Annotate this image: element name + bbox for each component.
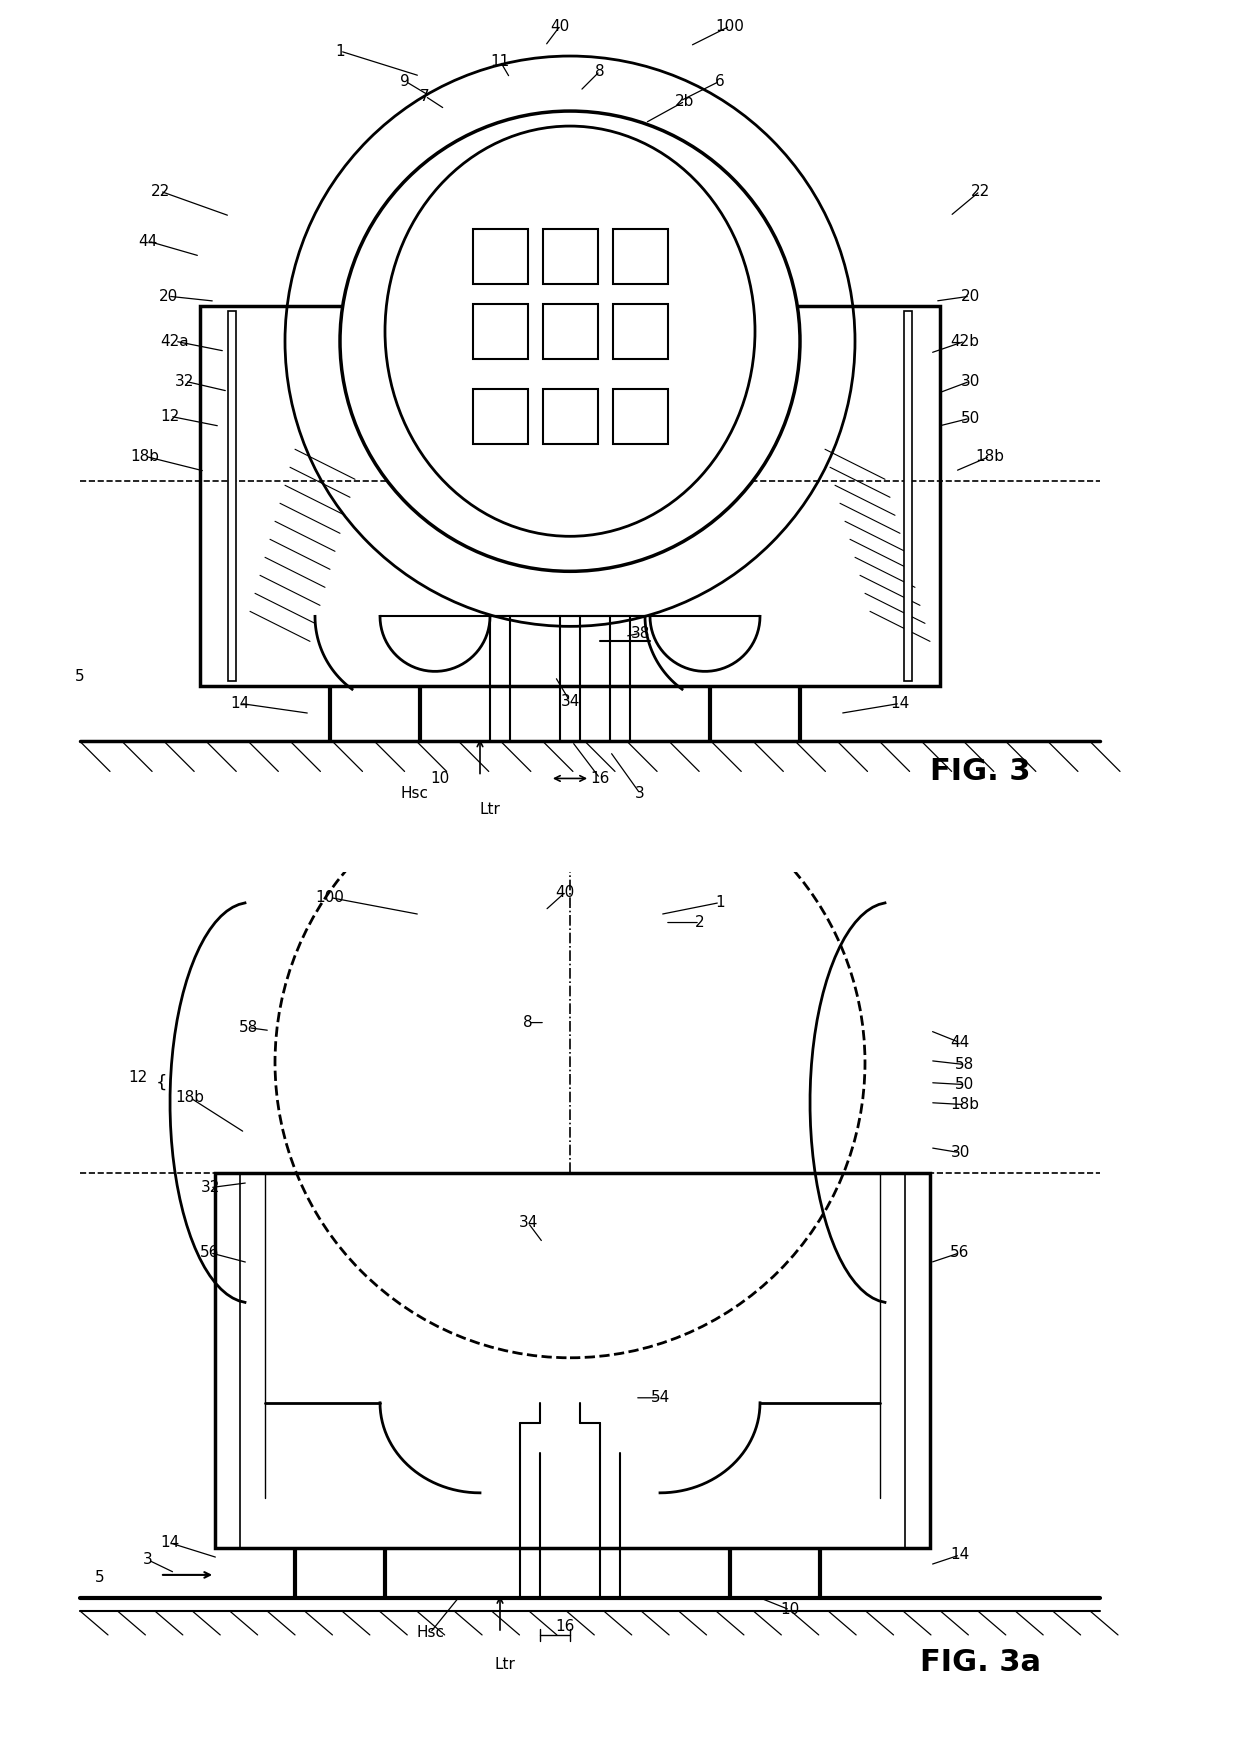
Text: 40: 40	[556, 885, 574, 899]
Text: 56: 56	[950, 1245, 970, 1260]
Text: 18b: 18b	[951, 1096, 980, 1112]
Text: 3: 3	[143, 1553, 153, 1567]
Text: 18b: 18b	[976, 448, 1004, 464]
Text: 100: 100	[315, 891, 345, 905]
Text: 2b: 2b	[676, 94, 694, 108]
Text: FIG. 3: FIG. 3	[930, 756, 1030, 786]
Text: 40: 40	[551, 19, 569, 33]
Text: 14: 14	[231, 695, 249, 711]
Text: 2: 2	[696, 915, 704, 931]
Text: 50: 50	[960, 411, 980, 425]
Text: 20: 20	[960, 289, 980, 303]
Bar	[472, 303, 527, 359]
Text: 14: 14	[950, 1548, 970, 1562]
Text: 1: 1	[335, 44, 345, 59]
Text: 30: 30	[960, 373, 980, 389]
Text: 10: 10	[430, 770, 450, 786]
Text: 50: 50	[955, 1077, 975, 1093]
Text: 5: 5	[95, 1570, 105, 1586]
Text: 10: 10	[780, 1602, 800, 1618]
Text: 11: 11	[490, 54, 510, 68]
Text: Hsc: Hsc	[415, 1626, 444, 1640]
Text: 44: 44	[950, 1035, 970, 1049]
Ellipse shape	[384, 125, 755, 537]
Text: 20: 20	[159, 289, 177, 303]
Text: 14: 14	[160, 1536, 180, 1550]
Text: Ltr: Ltr	[495, 1658, 516, 1673]
Bar	[904, 312, 911, 682]
Text: 44: 44	[139, 234, 157, 249]
Text: 1: 1	[715, 894, 725, 910]
Text: 18b: 18b	[176, 1089, 205, 1105]
Text: 18b: 18b	[130, 448, 160, 464]
Bar	[613, 228, 667, 284]
Text: 16: 16	[590, 770, 610, 786]
Text: 38: 38	[630, 626, 650, 641]
Text: 58: 58	[238, 1020, 258, 1035]
Bar	[613, 389, 667, 444]
Bar	[543, 228, 598, 284]
Text: 42b: 42b	[951, 333, 980, 349]
Text: 34: 34	[560, 694, 579, 709]
Text: 6: 6	[715, 73, 725, 89]
Text: 22: 22	[150, 183, 170, 199]
Bar	[200, 307, 940, 687]
Text: {: {	[156, 1074, 167, 1091]
Text: FIG. 3a: FIG. 3a	[920, 1649, 1040, 1677]
Text: 58: 58	[955, 1056, 975, 1072]
Text: 22: 22	[971, 183, 990, 199]
Text: 8: 8	[595, 63, 605, 78]
Text: 54: 54	[650, 1391, 670, 1405]
Text: 5: 5	[76, 669, 84, 683]
Text: 32: 32	[175, 373, 195, 389]
Text: 16: 16	[556, 1619, 574, 1635]
Bar	[543, 389, 598, 444]
Bar	[472, 228, 527, 284]
Text: 14: 14	[890, 695, 910, 711]
Text: 12: 12	[129, 1070, 148, 1086]
Text: 32: 32	[201, 1180, 219, 1196]
Bar	[613, 303, 667, 359]
Bar	[543, 303, 598, 359]
Bar	[215, 1173, 930, 1548]
Text: 30: 30	[950, 1145, 970, 1161]
Ellipse shape	[340, 112, 800, 572]
Text: Ltr: Ltr	[480, 802, 501, 817]
Text: 3: 3	[635, 786, 645, 802]
Bar	[472, 389, 527, 444]
Text: 12: 12	[160, 410, 180, 424]
Bar	[228, 312, 236, 682]
Text: 34: 34	[518, 1215, 538, 1231]
Text: 42a: 42a	[161, 333, 190, 349]
Text: Hsc: Hsc	[401, 786, 429, 802]
Text: 7: 7	[420, 89, 430, 103]
Text: 9: 9	[401, 73, 410, 89]
Text: 8: 8	[523, 1014, 533, 1030]
Text: 56: 56	[201, 1245, 219, 1260]
Text: 100: 100	[715, 19, 744, 33]
